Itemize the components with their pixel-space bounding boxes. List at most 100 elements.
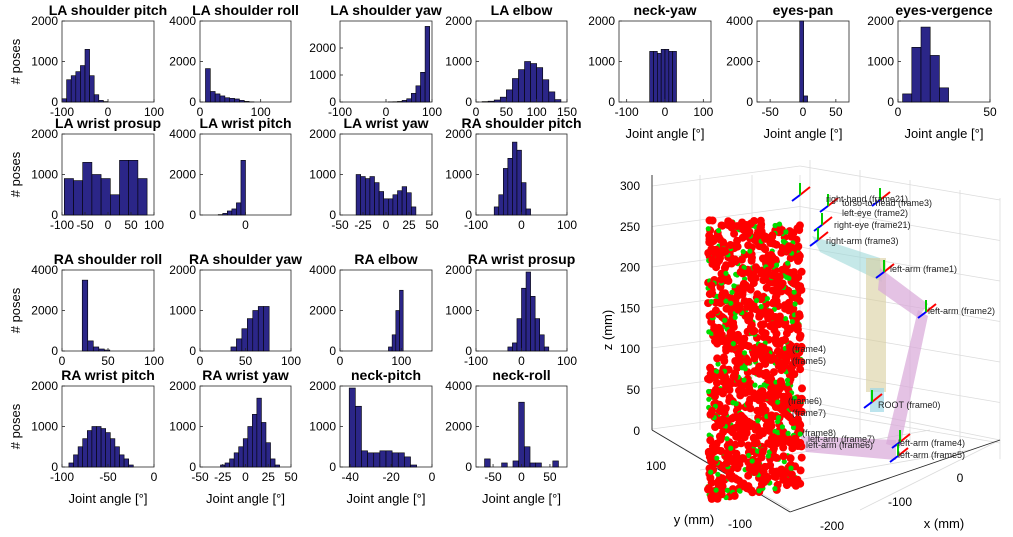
x-tick-label: 100: [557, 218, 577, 232]
hist-title: LA elbow: [491, 2, 553, 18]
x-tick-label: 25: [262, 470, 276, 484]
hist-bar: [236, 338, 243, 352]
point-red: [768, 433, 777, 442]
point-red: [707, 492, 716, 501]
hist-bar: [84, 49, 90, 103]
hist-bar: [104, 349, 111, 352]
point-red: [795, 252, 804, 261]
point-red: [711, 373, 719, 382]
point-red: [769, 368, 778, 377]
hist-bar: [81, 279, 89, 352]
hist-bar: [388, 346, 393, 352]
point-red: [708, 216, 717, 225]
point-red: [711, 306, 720, 315]
point-red: [705, 238, 714, 247]
hist-bar: [524, 446, 531, 468]
point-red: [790, 323, 799, 332]
x-tick-label: 50: [101, 354, 115, 368]
hist-title: LA wrist yaw: [343, 115, 428, 131]
y-tick-label: 0: [465, 208, 472, 222]
frame-label: ROOT (frame0): [878, 400, 940, 410]
hist-bar: [406, 98, 412, 103]
hist-axes-11: [61, 269, 155, 352]
hist-bar: [664, 49, 670, 103]
hist-bar: [499, 96, 507, 103]
x-tick-label: -100: [615, 105, 639, 119]
grid-line: [651, 206, 801, 227]
point-red: [772, 290, 781, 299]
hist-bar: [367, 452, 375, 468]
hist-bar: [91, 174, 102, 216]
point-red: [755, 312, 764, 321]
hist-title: LA shoulder pitch: [49, 2, 167, 18]
point-red: [782, 350, 791, 359]
point-green: [788, 465, 794, 471]
hist-bar: [230, 346, 237, 352]
point-red: [769, 444, 778, 453]
point-red: [707, 281, 716, 290]
y-tick-label: 2000: [31, 14, 58, 28]
hist-bar: [498, 194, 504, 216]
point-red: [746, 420, 755, 428]
frame-label: left-eye (frame2): [842, 208, 908, 218]
point-red: [716, 326, 724, 335]
z-tick-label: 300: [620, 179, 640, 193]
y-tick-label: 1000: [309, 168, 336, 182]
z-tick-label: 150: [620, 301, 640, 315]
x-tick-label: 50: [500, 105, 514, 119]
point-green: [779, 424, 786, 430]
x-tick-label: 100: [693, 105, 713, 119]
y-tick-label: 4000: [169, 127, 196, 141]
hist-bar: [364, 178, 371, 216]
hist-bar: [911, 47, 922, 103]
hist-bar: [355, 405, 362, 468]
hist-bar: [100, 428, 106, 468]
point-red: [727, 474, 736, 483]
y-tick-label: 1000: [309, 68, 336, 82]
hist-bar: [256, 397, 262, 468]
point-green: [782, 316, 789, 322]
point-red: [756, 223, 765, 232]
point-green: [765, 453, 771, 459]
point-green: [776, 415, 782, 421]
hist-bar: [391, 452, 399, 468]
point-red: [797, 267, 806, 276]
hist-bar: [415, 85, 421, 103]
y3d-tick-label: -100: [728, 517, 752, 531]
y3d-tick-label: 100: [646, 459, 666, 473]
hist-title: LA wrist prosup: [55, 115, 161, 131]
y-tick-label: 0: [51, 208, 58, 222]
point-red: [745, 297, 754, 306]
point-red: [719, 353, 728, 362]
y-tick-label: 0: [746, 95, 753, 109]
hist-bar: [89, 75, 95, 103]
hist-bar: [239, 100, 245, 103]
x-tick-label: -50: [761, 105, 779, 119]
point-red: [790, 268, 798, 277]
point-green: [708, 469, 714, 475]
hist-bar: [516, 149, 522, 216]
frame-label: left-arm (frame7): [808, 434, 875, 444]
x-tick-label: 0: [105, 218, 112, 232]
x-tick-label: -50: [484, 470, 502, 484]
y-tick-label: 4000: [445, 379, 472, 393]
x3d-axis-label: x (mm): [924, 516, 964, 531]
point-green: [761, 382, 767, 388]
x-tick-label: -40: [342, 470, 360, 484]
point-red: [797, 407, 806, 416]
point-red: [724, 221, 733, 230]
point-red: [744, 342, 753, 351]
hist-bar: [424, 26, 431, 103]
frame-axis-red: [883, 263, 895, 273]
hist-bar: [902, 93, 913, 103]
grid-line: [799, 165, 1001, 201]
y-tick-label: 1000: [31, 168, 58, 182]
point-red: [762, 283, 771, 292]
frame-axis-blue: [917, 311, 927, 319]
hist-bar: [243, 101, 250, 103]
point-green: [732, 314, 738, 320]
point-red: [768, 231, 777, 240]
point-green: [754, 297, 760, 304]
y-tick-label: 4000: [31, 263, 58, 277]
point-red: [731, 459, 740, 468]
